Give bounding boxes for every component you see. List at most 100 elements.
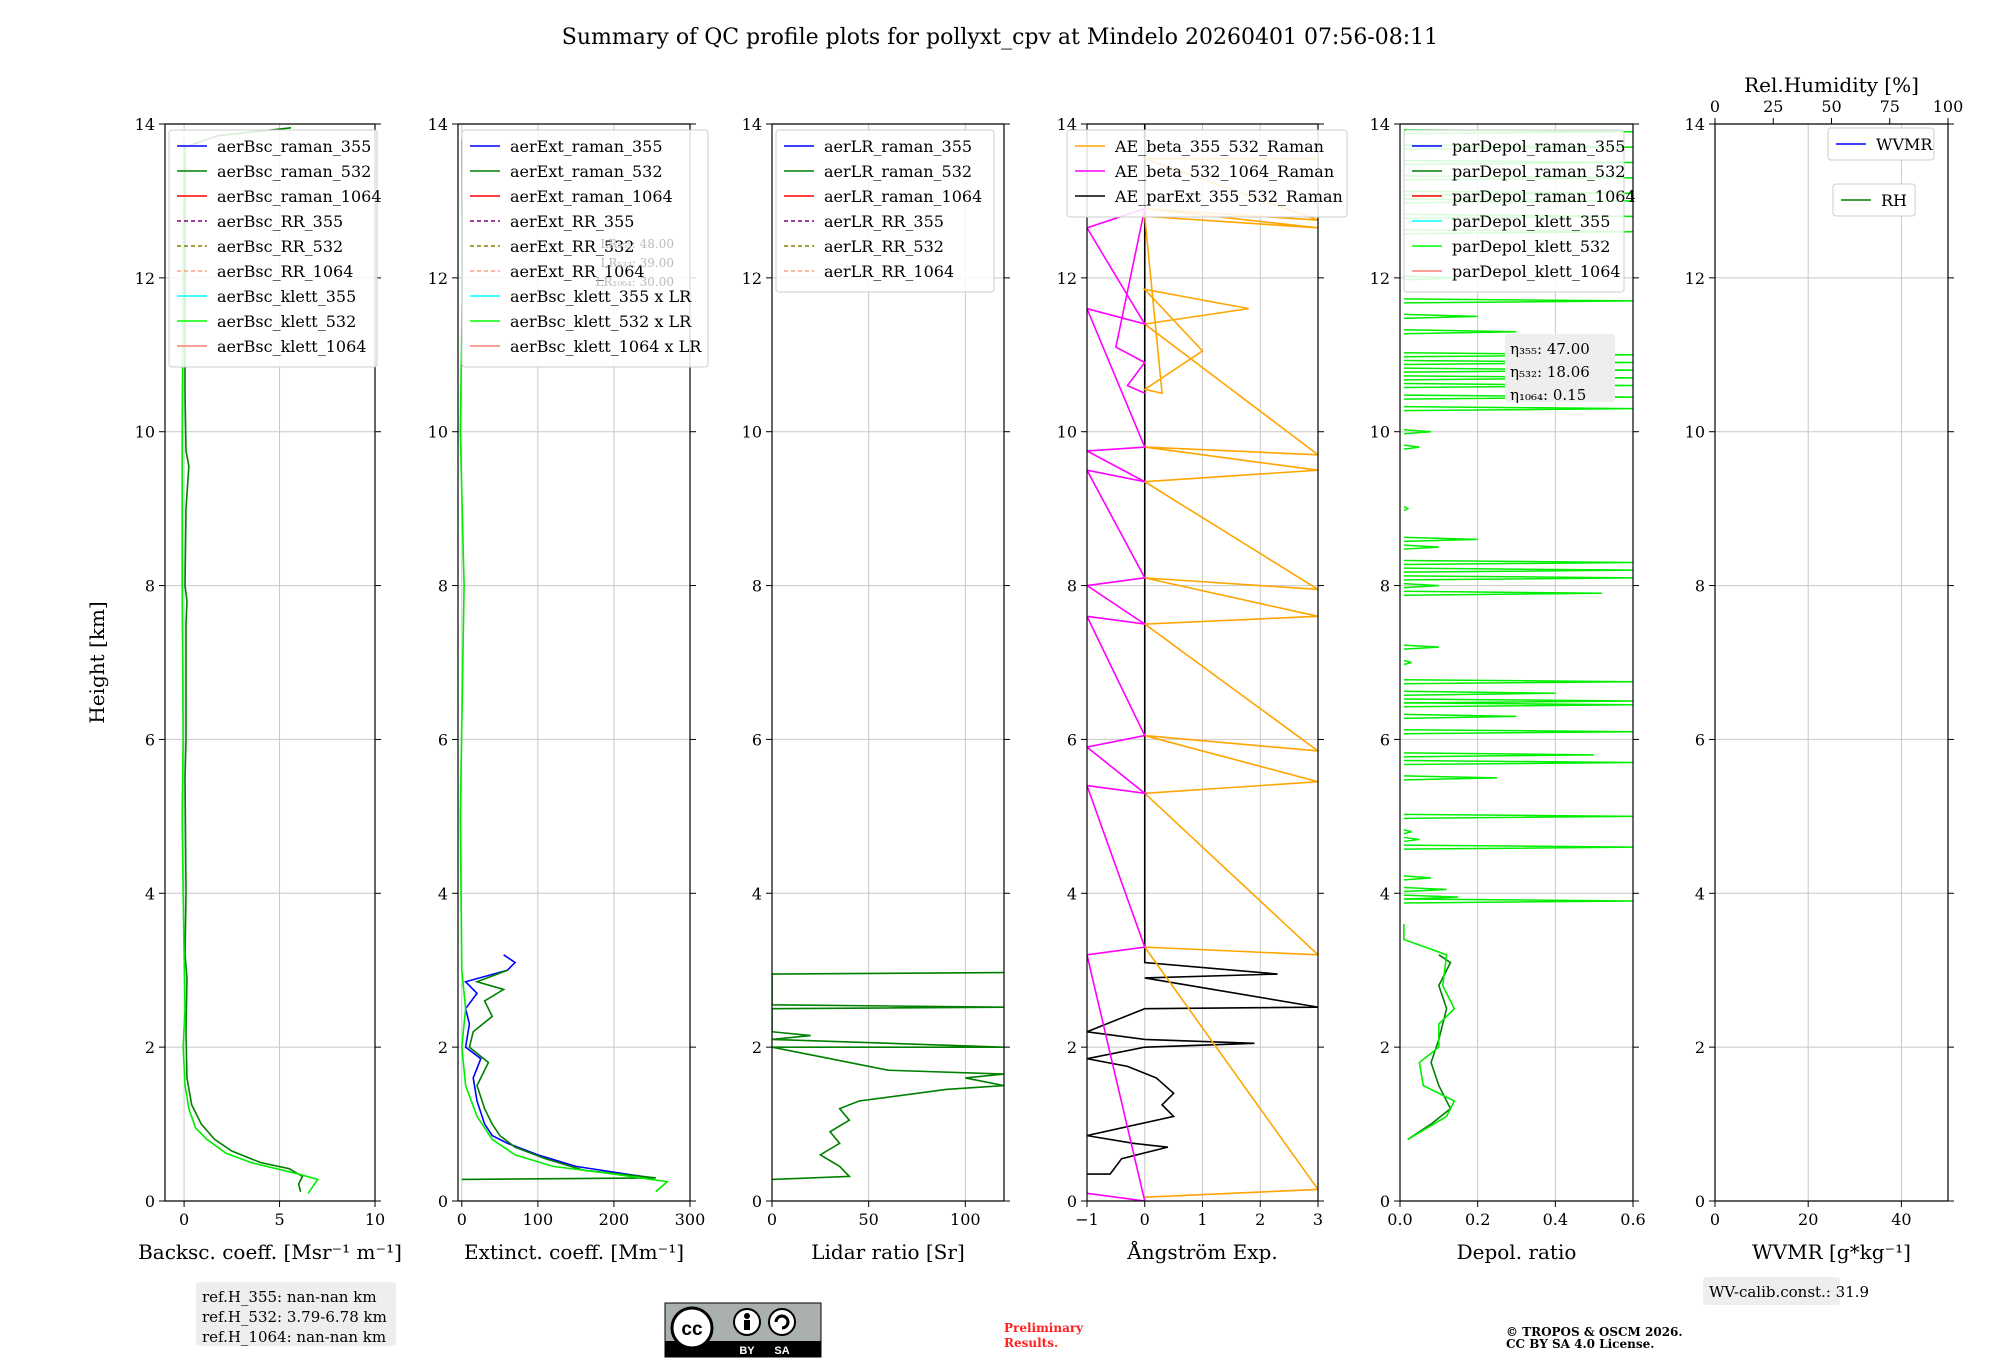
legend-depolarization: parDepol_raman_355 parDepol_raman_532 parD… (1403, 129, 1636, 293)
ytick-label: 6 (1380, 730, 1390, 749)
series-aerExt_raman_355 (464, 954, 653, 1179)
copyright-line2: CC BY SA 4.0 License. (1506, 1337, 1654, 1351)
series-AE_beta_532_1064_Raman (1087, 207, 1148, 1201)
ytick-label: 8 (1067, 577, 1077, 596)
depol-spike-mark (1403, 382, 1633, 389)
refh-line-1064: ref.H_1064: nan-nan km (202, 1328, 386, 1346)
refh-line-355: ref.H_355: nan-nan km (202, 1288, 377, 1306)
ytick-label: 12 (135, 269, 155, 288)
series-aerBsc_klett_532 (181, 139, 320, 1194)
series-parDepol_klett_532 (1403, 924, 1456, 1141)
depol-spike-mark (1403, 352, 1633, 358)
ytick-label: 14 (1057, 115, 1077, 134)
ytick-label: 12 (1685, 269, 1705, 288)
legend-entry: aerExt_raman_532 (510, 162, 663, 181)
ytick-label: 10 (428, 423, 448, 442)
ytick-label: 6 (1067, 730, 1077, 749)
ytick-label: 2 (752, 1038, 762, 1057)
legend-entry: aerExt_RR_1064 (510, 262, 645, 281)
ytick-label: 2 (145, 1038, 155, 1057)
xtick-label: 10 (365, 1210, 385, 1229)
legend-wvmr: WVMR (1827, 127, 1935, 161)
ytick-label: 4 (1067, 884, 1077, 903)
top-xtick-label: 25 (1763, 97, 1783, 116)
data-layer (459, 139, 670, 1193)
ytick-label: 8 (1695, 577, 1705, 596)
depol-spike-mark (1403, 644, 1439, 650)
depol-spike-mark (1403, 444, 1420, 450)
legend-entry: aerExt_raman_1064 (510, 187, 673, 206)
depol-spike-mark (1403, 394, 1633, 400)
ytick-label: 14 (742, 115, 762, 134)
refh-box: ref.H_355: nan-nan km ref.H_532: 3.79-6.… (196, 1282, 396, 1346)
legend-entry: WVMR (1876, 135, 1933, 154)
series-AE_beta_355_532_Raman (1142, 157, 1318, 1198)
legend-entry: parDepol_klett_532 (1452, 237, 1610, 256)
depol-spike-mark (1403, 328, 1517, 335)
depol-spike-mark (1403, 698, 1633, 704)
ytick-label: 12 (742, 269, 762, 288)
wv-calib-text: WV-calib.const.: 31.9 (1709, 1283, 1869, 1301)
panel-wvmr: 0 2 4 6 8 10 12 14 0 20 40 WVMR [g*kg⁻¹] 0 25 50 75 100 R… (1685, 73, 1964, 1264)
legend-entry: aerLR_raman_355 (824, 137, 972, 156)
legend-entry: AE_beta_532_1064_Raman (1114, 162, 1334, 181)
ytick-label: 12 (1057, 269, 1077, 288)
ytick-label: 4 (438, 884, 448, 903)
legend-entry: aerLR_raman_1064 (824, 187, 982, 206)
cc-circle-icon (670, 1306, 714, 1350)
ytick-label: 2 (438, 1038, 448, 1057)
refh-box-bg (196, 1282, 396, 1346)
lr-label: LR₁₀₆₄: 30.00 (596, 275, 674, 289)
eta-box-bg (1505, 334, 1615, 402)
xaxis-label: Depol. ratio (1457, 1240, 1577, 1264)
legend-entry: aerBsc_klett_355 x LR (510, 287, 692, 306)
ytick-label: 6 (1695, 730, 1705, 749)
ytick-label: 4 (145, 884, 155, 903)
ytick-label: 0 (1380, 1192, 1390, 1211)
xtick-label: 2 (1255, 1210, 1265, 1229)
series-aerExt_raman_532 (461, 969, 656, 1181)
xtick-label: 5 (274, 1210, 284, 1229)
depol-spike-mark (1403, 898, 1633, 904)
ytick-label: 8 (438, 577, 448, 596)
figure-title: Summary of QC profile plots for pollyxt_… (562, 25, 1438, 50)
depol-spike-mark (1403, 505, 1410, 512)
ytick-label: 4 (752, 884, 762, 903)
legend-angstrom: AE_beta_355_532_Raman AE_beta_532_1064_Ra… (1066, 129, 1348, 218)
xtick-label: 0 (1140, 1210, 1150, 1229)
xtick-label: 50 (858, 1210, 878, 1229)
legend-extinction: aerExt_raman_355 aerExt_raman_532 aerExt_r… (461, 129, 709, 368)
legend-entry: parDepol_klett_355 (1452, 212, 1610, 231)
ytick-label: 10 (1370, 423, 1390, 442)
legend-box (1832, 183, 1916, 217)
xtick-label: 40 (1891, 1210, 1911, 1229)
legend-entry: aerBsc_klett_1064 (217, 337, 366, 356)
xtick-label: 0.4 (1543, 1210, 1568, 1229)
sa-label: SA (774, 1345, 789, 1357)
depol-spike-mark (1403, 367, 1633, 373)
xaxis-label: Lidar ratio [Sr] (811, 1240, 965, 1264)
legend-box (775, 129, 995, 293)
legend-entry: AE_beta_355_532_Raman (1114, 137, 1324, 156)
ytick-label: 4 (1695, 884, 1705, 903)
refh-line-532: ref.H_532: 3.79-6.78 km (202, 1308, 387, 1326)
by-person-head-icon (744, 1313, 750, 1319)
ytick-label: 14 (1370, 115, 1390, 134)
legend-entry: parDepol_klett_1064 (1452, 262, 1621, 281)
legend-entry: RH (1881, 191, 1907, 210)
ytick-label: 10 (135, 423, 155, 442)
cc-text: cc (681, 1319, 703, 1340)
ytick-label: 2 (1380, 1038, 1390, 1057)
xtick-label: 1 (1197, 1210, 1207, 1229)
panel-extinction: 0 2 4 6 8 10 12 14 0 100 200 300 Extinct. coeff. [Mm… (428, 115, 709, 1264)
ytick-label: 10 (742, 423, 762, 442)
depol-spike-mark (1403, 659, 1412, 666)
sa-arrow-path-icon (774, 1314, 790, 1330)
depol-spike-mark (1403, 752, 1595, 758)
series-AE_parExt_355_532_Raman (1087, 124, 1318, 1175)
legend-entry: AE_parExt_355_532_Raman (1114, 187, 1343, 206)
lr-label: LR₃₅₅: 48.00 (600, 237, 674, 251)
xtick-label: 0 (1710, 1210, 1720, 1229)
